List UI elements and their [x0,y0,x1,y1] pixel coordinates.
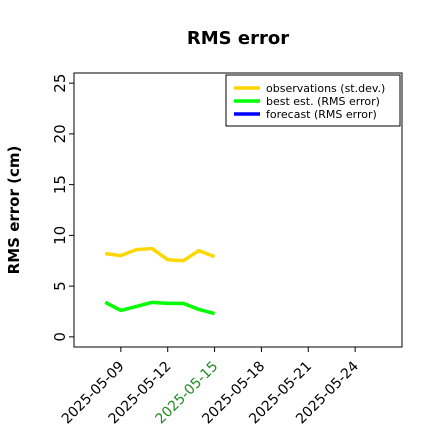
legend: observations (st.dev.)best est. (RMS err… [225,74,401,127]
chart-title: RMS error [187,28,289,49]
y-axis: 0 5 10 15 20 25 [51,74,74,342]
series-line-0 [105,246,216,263]
y-tick-label-15: 15 [51,175,69,194]
legend-label-2: forecast (RMS error) [266,108,377,121]
y-tick-label-10: 10 [51,226,69,245]
y-tick-label-0: 0 [51,332,69,342]
y-tick-label-25: 25 [51,74,69,93]
legend-label-1: best est. (RMS error) [266,95,380,108]
y-tick-label-20: 20 [51,124,69,143]
y-axis-label: RMS error (cm) [5,146,23,275]
series-layer [104,246,216,316]
y-tick-label-5: 5 [51,281,69,291]
x-axis: 2025-05-092025-05-122025-05-152025-05-18… [59,347,362,427]
series-line-1 [104,300,216,316]
legend-label-0: observations (st.dev.) [266,82,385,95]
